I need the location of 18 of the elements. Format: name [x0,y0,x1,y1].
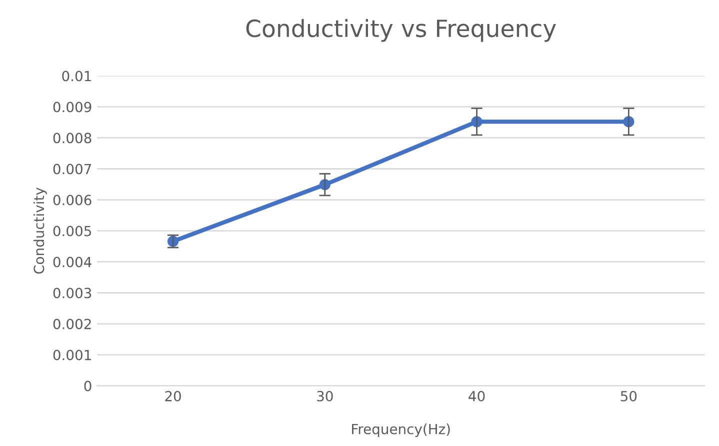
chart-title: Conductivity vs Frequency [246,18,556,42]
y-axis-title: Conductivity [33,188,47,274]
y-tick-label: 0.001 [53,350,91,360]
y-tick-label: 0.01 [62,70,91,82]
y-tick-label: 0.008 [53,132,92,144]
y-tick-label: 0.002 [53,318,91,330]
x-tick-label: 40 [468,390,485,402]
y-tick-label: 0.005 [53,226,91,236]
y-tick-label: 0.003 [53,288,92,298]
y-tick-label: 0.007 [53,164,92,174]
x-axis-title: Frequency(Hz) [352,424,450,437]
x-tick-label: 30 [317,390,333,402]
x-tick-label: 20 [165,390,181,402]
y-tick-label: 0.004 [53,256,92,268]
y-tick-label: 0.009 [53,102,92,112]
y-tick-label: 0 [84,380,92,392]
y-tick-label: 0.006 [53,194,92,206]
x-tick-label: 50 [620,390,637,402]
